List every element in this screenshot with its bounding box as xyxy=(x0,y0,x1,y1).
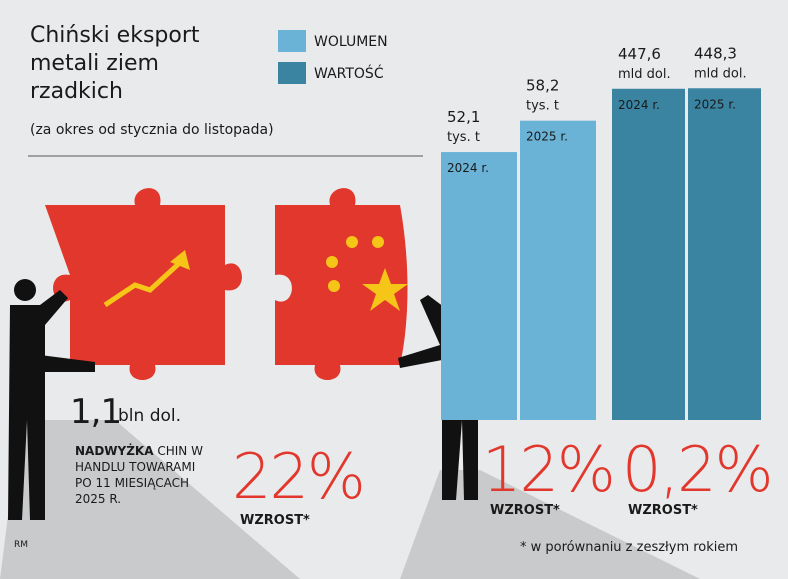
star xyxy=(326,256,338,268)
bar xyxy=(520,120,596,420)
star xyxy=(346,236,358,248)
legend-label: WARTOŚĆ xyxy=(314,64,384,82)
arrow-head xyxy=(170,250,190,270)
value-label: 448,3 xyxy=(694,44,737,62)
category-label: 2025 r. xyxy=(526,130,568,144)
shadow xyxy=(0,420,300,579)
title: Chiński eksport metali ziem rzadkich xyxy=(30,23,200,104)
unit-label: mld dol. xyxy=(694,66,747,81)
star xyxy=(362,268,408,311)
growth-value: 22% xyxy=(232,440,366,513)
category-label: 2025 r. xyxy=(694,97,736,111)
bar xyxy=(441,152,517,421)
surplus-value: 1,1 xyxy=(70,392,122,432)
unit-label: mld dol. xyxy=(618,67,671,82)
growth-value: 12% xyxy=(482,433,616,506)
surplus-text: NADWYŻKA CHIN W HANDLU TOWARAMI PO 11 MI… xyxy=(75,443,215,507)
surplus-highlight: NADWYŻKA xyxy=(75,444,154,458)
credit: RM xyxy=(14,540,29,550)
growth-label: WZROST* xyxy=(490,503,560,518)
value-label: 447,6 xyxy=(618,45,661,63)
legend-swatch xyxy=(278,30,306,52)
star xyxy=(372,236,384,248)
bar xyxy=(688,88,761,421)
puzzle-right xyxy=(275,188,408,380)
legend-swatch xyxy=(278,62,306,84)
value-label: 52,1 xyxy=(447,108,480,126)
surplus-unit: bln dol. xyxy=(118,406,182,426)
category-label: 2024 r. xyxy=(618,98,660,112)
person-left xyxy=(8,279,95,520)
category-label: 2024 r. xyxy=(447,161,489,175)
unit-label: tys. t xyxy=(447,130,480,145)
surplus-desc: CHIN W HANDLU TOWARAMI PO 11 MIESIĄCACH … xyxy=(75,444,203,506)
growth-label: WZROST* xyxy=(628,503,698,518)
legend-label: WOLUMEN xyxy=(314,34,388,50)
growth-value: 0,2% xyxy=(622,433,774,506)
unit-label: tys. t xyxy=(526,99,559,114)
footnote: * w porównaniu z zeszłym rokiem xyxy=(520,540,739,555)
star xyxy=(328,280,340,292)
value-label: 58,2 xyxy=(526,77,559,95)
puzzle-left xyxy=(45,188,242,380)
growth-label: WZROST* xyxy=(240,513,310,528)
subtitle: (za okres od stycznia do listopada) xyxy=(30,122,274,138)
arrow xyxy=(103,256,187,308)
bar xyxy=(612,88,685,420)
